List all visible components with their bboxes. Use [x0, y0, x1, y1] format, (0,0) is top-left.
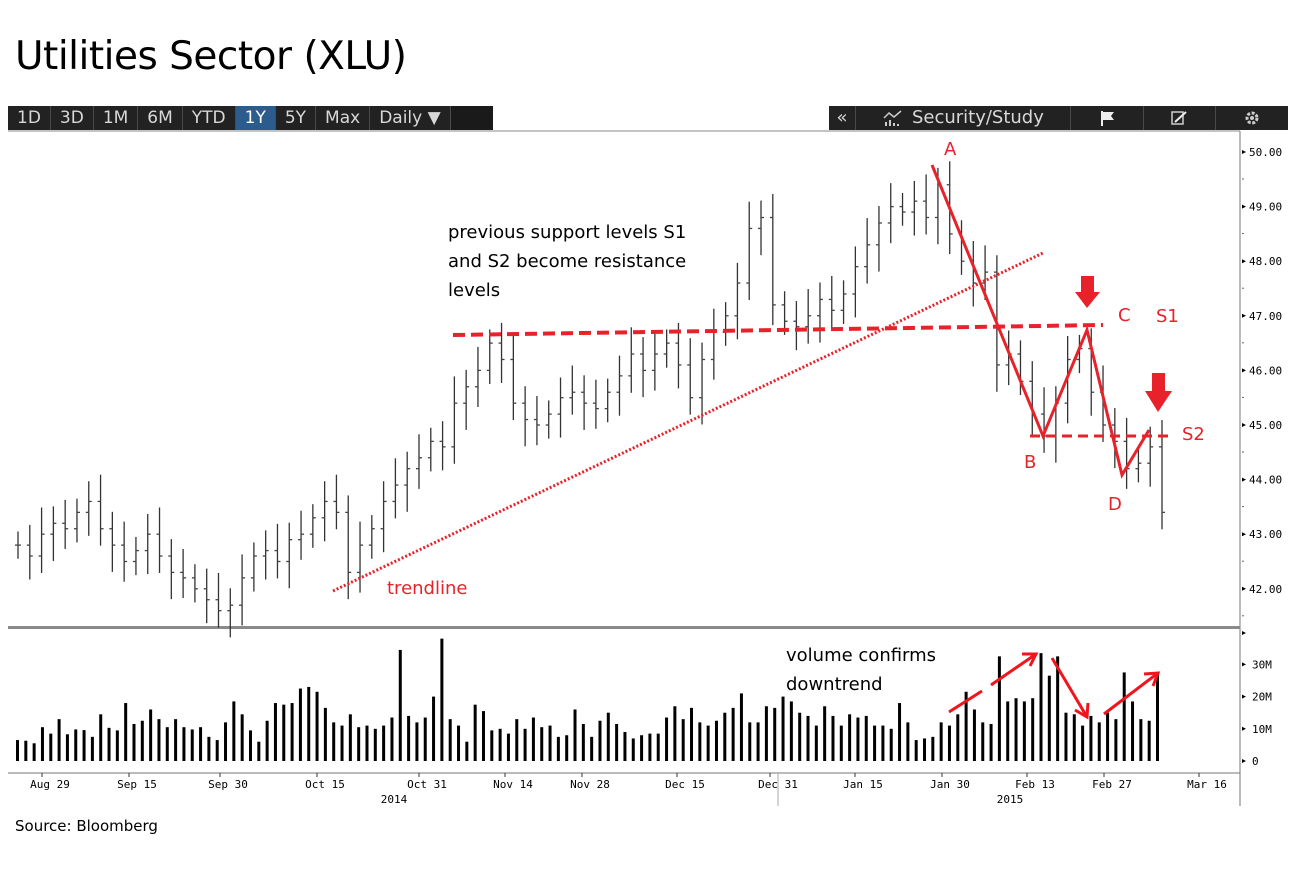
svg-text:Dec 31: Dec 31	[758, 778, 798, 791]
down-arrow-s2-icon	[1145, 373, 1172, 412]
svg-text:45.00: 45.00	[1249, 419, 1282, 432]
label-s2: S2	[1182, 424, 1205, 445]
svg-text:50.00: 50.00	[1249, 146, 1282, 159]
range-1d-button[interactable]: 1D	[8, 106, 51, 130]
svg-text:Aug 29: Aug 29	[30, 778, 70, 791]
collapse-button[interactable]: «	[829, 106, 856, 130]
date-axis: Aug 29 Sep 15 Sep 30 Oct 15 Oct 31 Nov 14 Nov …	[30, 773, 1227, 806]
price-axis: 42.00 43.00 44.00 45.00 46.00 47.00 48.00 49.00…	[1242, 146, 1282, 617]
svg-text:43.00: 43.00	[1249, 528, 1282, 541]
svg-text:47.00: 47.00	[1249, 310, 1282, 323]
svg-text:Oct 31: Oct 31	[407, 778, 447, 791]
frequency-dropdown[interactable]: Daily ▼	[370, 106, 451, 130]
svg-text:42.00: 42.00	[1249, 583, 1282, 596]
trendline	[332, 251, 1044, 593]
label-d: D	[1108, 494, 1122, 515]
range-5y-button[interactable]: 5Y	[275, 106, 317, 130]
edit-button[interactable]	[1143, 106, 1217, 130]
svg-text:30M: 30M	[1252, 658, 1272, 671]
price-bars	[15, 161, 1165, 638]
timeframe-toolbar: 1D 3D 1M 6M YTD 1Y 5Y Max Daily ▼	[8, 106, 493, 130]
abcd-pattern-line	[930, 164, 1151, 479]
svg-text:Feb 27: Feb 27	[1092, 778, 1132, 791]
svg-text:48.00: 48.00	[1249, 255, 1282, 268]
svg-text:Oct 15: Oct 15	[305, 778, 345, 791]
gear-icon	[1245, 111, 1259, 125]
volume-axis: 0 10M 20M 30M	[1242, 631, 1272, 768]
down-arrow-c-icon	[1075, 276, 1100, 308]
svg-text:49.00: 49.00	[1249, 201, 1282, 214]
security-study-button[interactable]: Security/Study	[855, 106, 1071, 130]
label-c: C	[1118, 305, 1131, 326]
volume-note: volume confirms downtrend	[786, 641, 937, 699]
svg-text:Dec 15: Dec 15	[665, 778, 705, 791]
svg-text:2015: 2015	[997, 793, 1024, 806]
label-a: A	[944, 139, 957, 160]
range-6m-button[interactable]: 6M	[138, 106, 183, 130]
svg-text:Nov 28: Nov 28	[570, 778, 610, 791]
settings-button[interactable]	[1216, 106, 1289, 130]
study-toolbar: « Security/Study	[829, 106, 1289, 130]
svg-text:0: 0	[1252, 755, 1259, 768]
svg-text:Jan 15: Jan 15	[843, 778, 883, 791]
svg-text:10M: 10M	[1252, 723, 1272, 736]
edit-icon	[1171, 111, 1188, 125]
svg-text:Mar 16: Mar 16	[1187, 778, 1227, 791]
volume-bars	[16, 638, 1159, 761]
svg-text:Feb 13: Feb 13	[1015, 778, 1055, 791]
range-1m-button[interactable]: 1M	[93, 106, 139, 130]
page-title: Utilities Sector (XLU)	[15, 34, 407, 79]
flag-button[interactable]	[1070, 106, 1144, 130]
flag-icon	[1100, 111, 1114, 126]
volume-arrows	[948, 652, 1161, 720]
range-1y-button[interactable]: 1Y	[235, 106, 276, 130]
range-3d-button[interactable]: 3D	[50, 106, 94, 130]
security-study-label: Security/Study	[911, 107, 1044, 128]
svg-text:Jan 30: Jan 30	[930, 778, 970, 791]
s1-resistance-line	[452, 323, 1104, 337]
svg-text:Sep 15: Sep 15	[117, 778, 157, 791]
range-max-button[interactable]: Max	[316, 106, 371, 130]
label-s1: S1	[1156, 306, 1179, 327]
label-trendline: trendline	[387, 578, 468, 599]
svg-text:44.00: 44.00	[1249, 474, 1282, 487]
source-note: Source: Bloomberg	[15, 817, 158, 835]
svg-text:Sep 30: Sep 30	[208, 778, 248, 791]
support-resistance-note: previous support levels S1 and S2 become…	[448, 222, 687, 301]
chart-study-icon	[883, 110, 902, 126]
svg-text:20M: 20M	[1252, 691, 1272, 704]
svg-text:46.00: 46.00	[1249, 364, 1282, 377]
range-ytd-button[interactable]: YTD	[182, 106, 236, 130]
svg-text:2014: 2014	[381, 793, 408, 806]
label-b: B	[1024, 452, 1037, 473]
svg-text:Nov 14: Nov 14	[493, 778, 533, 791]
